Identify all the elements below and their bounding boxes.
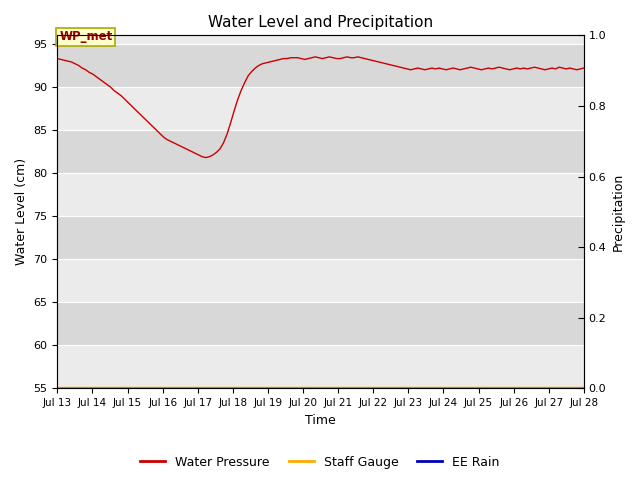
Bar [58,216,584,259]
Y-axis label: Water Level (cm): Water Level (cm) [15,158,28,265]
Water Pressure [266,59,273,65]
Water Pressure [202,155,210,160]
Water Pressure [495,64,503,70]
Bar [58,259,584,302]
Water Pressure [580,65,588,71]
Water Pressure [424,66,432,72]
Bar [58,345,584,388]
Legend: Water Pressure, Staff Gauge, EE Rain: Water Pressure, Staff Gauge, EE Rain [136,451,504,474]
Bar [58,130,584,173]
Bar [58,36,584,44]
Bar [58,302,584,345]
Line: Water Pressure: Water Pressure [58,57,584,157]
Title: Water Level and Precipitation: Water Level and Precipitation [208,15,433,30]
Bar [58,44,584,87]
Water Pressure [54,56,61,61]
Text: WP_met: WP_met [59,31,113,44]
X-axis label: Time: Time [305,414,336,427]
Water Pressure [336,56,344,61]
Water Pressure [230,108,238,114]
Bar [58,173,584,216]
Water Pressure [312,54,319,60]
Water Pressure [357,55,365,60]
Bar [58,87,584,130]
Y-axis label: Precipitation: Precipitation [612,173,625,251]
